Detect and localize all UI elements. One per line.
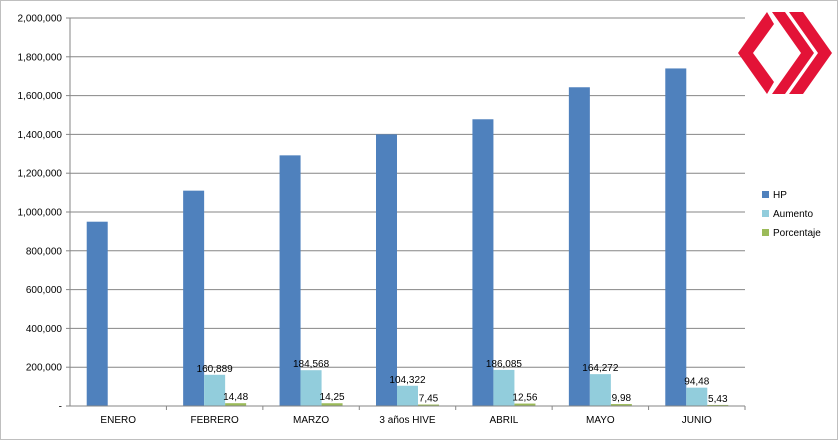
- bar-porcentaje: [514, 403, 536, 406]
- bar-aumento: [204, 374, 226, 406]
- legend-swatch: [762, 191, 769, 198]
- data-label: 14,25: [320, 392, 345, 403]
- data-label: 160,889: [197, 364, 234, 375]
- data-label: 164,272: [582, 363, 619, 374]
- axes: [69, 18, 746, 410]
- bar-hp: [183, 190, 205, 406]
- x-tick-label: MAYO: [586, 415, 615, 426]
- data-label: 186,085: [486, 359, 523, 370]
- bars: [86, 68, 729, 407]
- bar-porcentaje: [225, 403, 247, 406]
- y-tick-label: 1,000,000: [18, 208, 63, 219]
- x-tick-label: JUNIO: [682, 415, 712, 426]
- x-tick-label: 3 años HIVE: [379, 415, 435, 426]
- legend-swatch: [762, 210, 769, 217]
- y-tick-label: 1,400,000: [18, 130, 63, 141]
- hive-logo-left: [738, 12, 774, 94]
- data-label: 7,45: [419, 394, 439, 405]
- bar-aumento: [397, 385, 418, 406]
- bar-hp: [279, 155, 301, 406]
- x-tick-label: ENERO: [100, 415, 136, 426]
- hive-logo-right: [789, 12, 832, 94]
- y-axis-ticks: - 200,000 400,000 600,000 800,000 1,000,000 1,…: [18, 14, 63, 413]
- legend-label: Aumento: [773, 209, 813, 220]
- bar-porcentaje: [321, 403, 343, 406]
- data-label: 104,322: [389, 375, 426, 386]
- legend-label: HP: [773, 190, 787, 201]
- bar-hp: [568, 87, 590, 407]
- y-tick-label: -: [59, 402, 62, 413]
- gridlines: [66, 17, 745, 407]
- y-tick-label: 1,800,000: [18, 52, 63, 63]
- bar-aumento: [493, 369, 515, 406]
- bar-hp: [86, 221, 108, 406]
- bar-hp: [472, 119, 494, 406]
- data-label: 94,48: [684, 377, 709, 388]
- legend-swatch: [762, 229, 769, 236]
- data-label: 5,43: [708, 394, 728, 405]
- hive-logo: [738, 12, 832, 94]
- y-tick-label: 600,000: [26, 285, 63, 296]
- bar-hp: [376, 134, 397, 406]
- bar-hp: [665, 68, 687, 406]
- data-label: 9,98: [612, 393, 632, 404]
- x-tick-label: FEBRERO: [190, 415, 239, 426]
- data-label: 12,56: [512, 393, 537, 404]
- legend: HP Aumento Porcentaje: [762, 190, 821, 239]
- data-label: 184,568: [293, 359, 330, 370]
- x-axis-ticks: ENERO FEBRERO MARZO 3 años HIVE ABRIL MAYO JUN…: [100, 415, 712, 426]
- bar-porcentaje: [707, 404, 729, 406]
- y-tick-label: 400,000: [26, 324, 63, 335]
- y-tick-label: 200,000: [26, 363, 63, 374]
- y-tick-label: 1,600,000: [18, 91, 63, 102]
- data-labels: 160,889 14,48 184,568 14,25 104,322 7,45 186,0…: [197, 359, 728, 405]
- bar-aumento: [300, 370, 322, 406]
- bar-aumento: [686, 387, 708, 406]
- data-label: 14,48: [223, 392, 248, 403]
- bar-porcentaje: [610, 404, 632, 406]
- y-tick-label: 1,200,000: [18, 169, 63, 180]
- x-tick-label: MARZO: [293, 415, 329, 426]
- y-tick-label: 2,000,000: [18, 14, 63, 25]
- hive-logo-middle: [772, 12, 814, 94]
- legend-label: Porcentaje: [773, 228, 821, 239]
- bar-porcentaje: [418, 404, 439, 406]
- bar-aumento: [589, 374, 611, 406]
- y-tick-label: 800,000: [26, 246, 63, 257]
- x-tick-label: ABRIL: [489, 415, 518, 426]
